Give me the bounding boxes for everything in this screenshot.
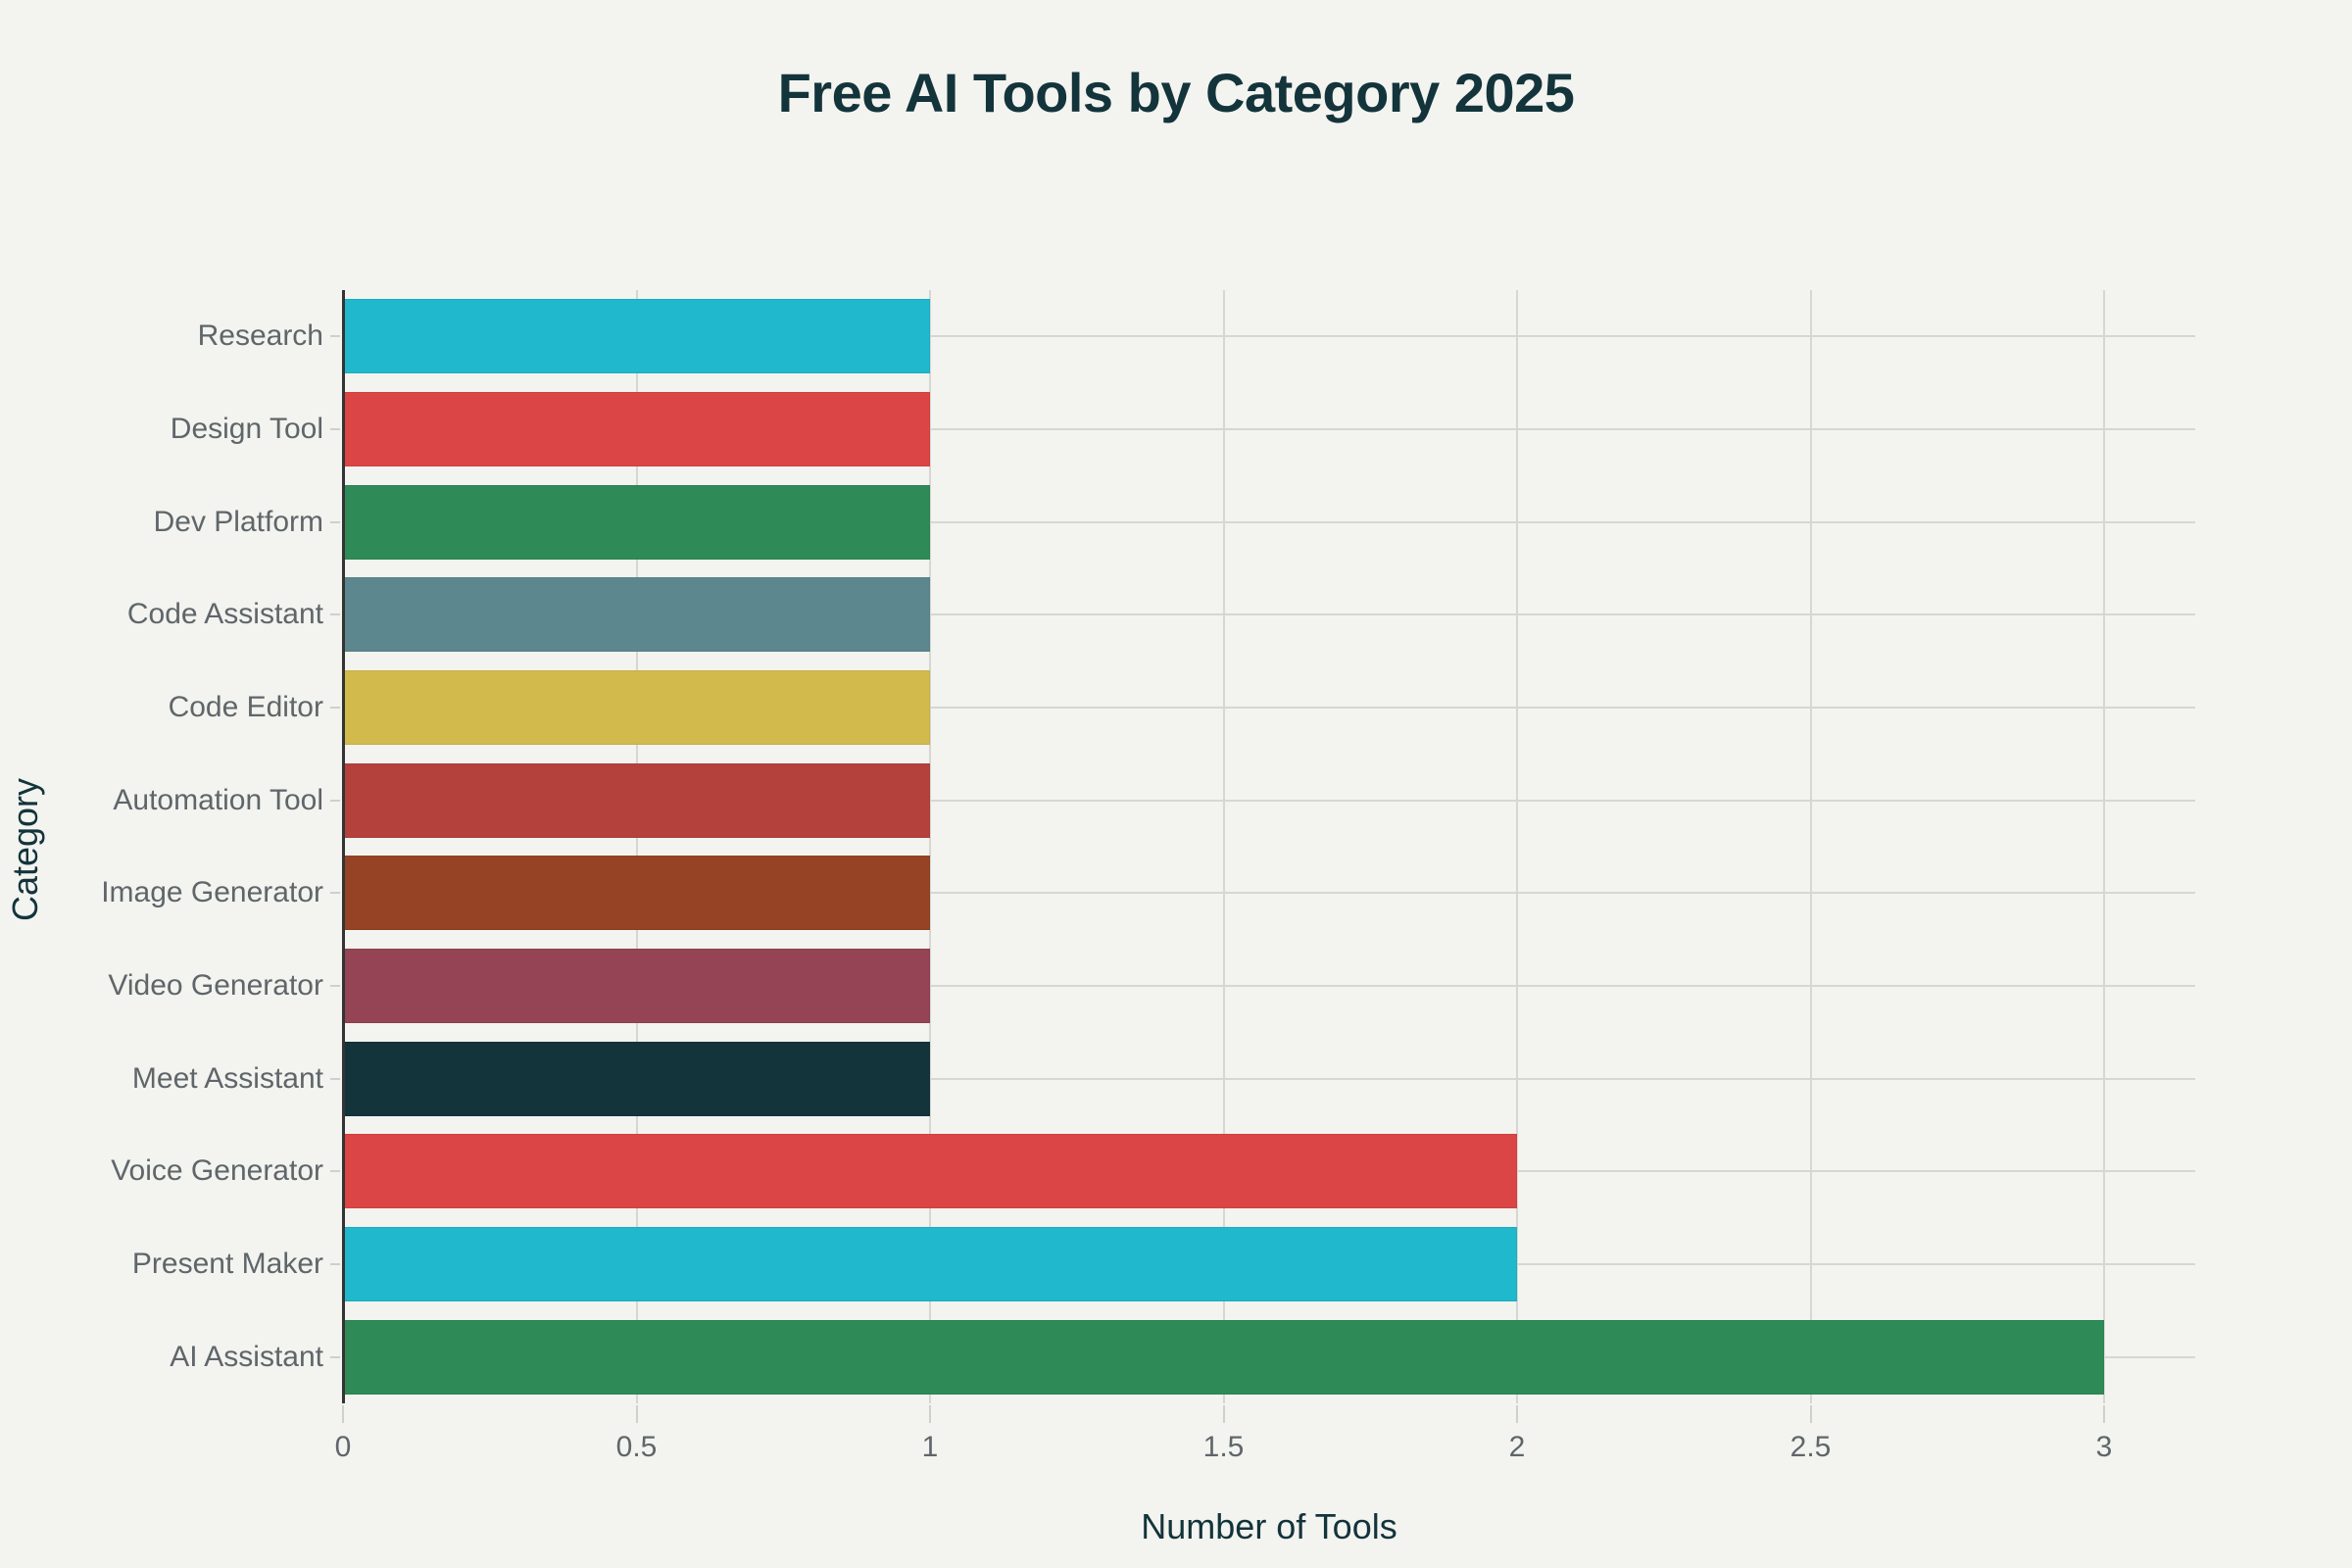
y-tick-label: Meet Assistant bbox=[131, 1061, 323, 1095]
x-axis-title: Number of Tools bbox=[1141, 1506, 1397, 1546]
x-tick-label: 1.5 bbox=[1202, 1431, 1245, 1463]
y-tick bbox=[330, 1077, 340, 1080]
x-tick-label: 3 bbox=[2095, 1431, 2113, 1463]
x-gridline bbox=[929, 290, 931, 1403]
y-gridline bbox=[343, 799, 2195, 802]
y-tick-label: Design Tool bbox=[170, 413, 323, 445]
y-gridline bbox=[343, 428, 2195, 430]
bar-video-generator[interactable] bbox=[343, 949, 930, 1023]
chart-title: Free AI Tools by Category 2025 bbox=[777, 62, 1575, 123]
x-gridline bbox=[1222, 290, 1225, 1403]
y-gridline bbox=[343, 335, 2195, 338]
y-tick-label: Voice Generator bbox=[111, 1154, 323, 1188]
y-tick-label: Image Generator bbox=[101, 876, 323, 909]
y-tick bbox=[330, 799, 340, 802]
y-tick bbox=[330, 985, 340, 987]
bar-image-generator[interactable] bbox=[343, 856, 930, 931]
y-gridline bbox=[343, 520, 2195, 523]
x-tick-label: 2 bbox=[1508, 1431, 1526, 1463]
y-tick-label: Automation Tool bbox=[113, 783, 323, 816]
bar-present-maker[interactable] bbox=[343, 1227, 1517, 1301]
x-gridline bbox=[2103, 290, 2105, 1403]
x-tick bbox=[929, 1405, 931, 1423]
x-tick bbox=[2103, 1405, 2105, 1423]
y-tick bbox=[330, 1263, 340, 1265]
y-tick-label: Code Editor bbox=[168, 691, 323, 723]
bar-design-tool[interactable] bbox=[343, 392, 930, 466]
y-tick-label: Code Assistant bbox=[126, 598, 323, 631]
y-tick-label: Video Generator bbox=[108, 969, 323, 1002]
y-tick bbox=[330, 613, 340, 616]
bar-voice-generator[interactable] bbox=[343, 1134, 1517, 1209]
y-tick bbox=[330, 707, 340, 709]
x-tick bbox=[1516, 1405, 1518, 1423]
y-tick bbox=[330, 428, 340, 430]
y-gridline bbox=[343, 892, 2195, 895]
x-tick-label: 1 bbox=[921, 1431, 939, 1463]
bar-dev-platform[interactable] bbox=[343, 484, 930, 560]
x-gridline bbox=[1809, 290, 1812, 1403]
y-tick-label: Research bbox=[197, 319, 323, 353]
y-tick-label: Dev Platform bbox=[153, 505, 323, 538]
bar-meet-assistant[interactable] bbox=[343, 1041, 930, 1116]
x-gridline bbox=[635, 290, 638, 1403]
bar-automation-tool[interactable] bbox=[343, 762, 930, 838]
y-gridline bbox=[343, 1077, 2195, 1080]
x-tick bbox=[1222, 1405, 1225, 1423]
y-axis-line bbox=[342, 290, 345, 1403]
y-tick bbox=[330, 892, 340, 895]
x-tick bbox=[342, 1405, 344, 1423]
bar-code-assistant[interactable] bbox=[343, 577, 930, 653]
x-tick-label: 2.5 bbox=[1789, 1431, 1832, 1463]
y-gridline bbox=[343, 613, 2195, 616]
x-tick bbox=[635, 1405, 638, 1423]
bar-research[interactable] bbox=[343, 299, 930, 374]
bar-ai-assistant[interactable] bbox=[343, 1319, 2104, 1395]
y-tick bbox=[330, 520, 340, 523]
y-tick bbox=[330, 1355, 340, 1358]
x-tick bbox=[1809, 1405, 1812, 1423]
y-gridline bbox=[343, 985, 2195, 987]
y-axis-title: Category bbox=[5, 777, 45, 922]
x-tick-label: 0 bbox=[334, 1431, 352, 1463]
y-tick bbox=[330, 1170, 340, 1173]
y-tick-label: Present Maker bbox=[131, 1248, 323, 1280]
plot-area bbox=[343, 290, 2195, 1403]
x-tick-label: 0.5 bbox=[615, 1431, 658, 1463]
x-gridline bbox=[1516, 290, 1518, 1403]
y-gridline bbox=[343, 707, 2195, 709]
y-tick-label: AI Assistant bbox=[170, 1340, 323, 1373]
bar-code-editor[interactable] bbox=[343, 670, 930, 745]
y-tick bbox=[330, 335, 340, 338]
